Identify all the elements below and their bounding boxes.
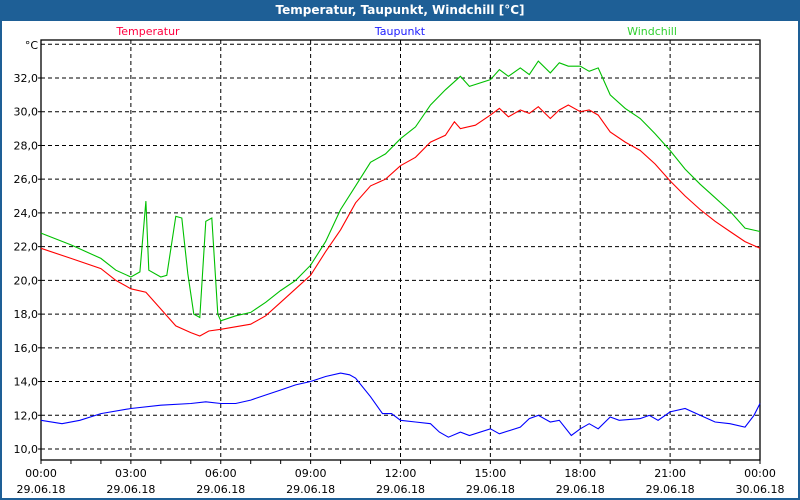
line-chart: 10,0 12,0 14,0 16,0 18,0 20,0 22,0 24,0 26,0 28,0…: [14, 25, 785, 496]
series-line-taupunkt: [40, 372, 761, 438]
x-tick-time-label: 00:00: [744, 467, 776, 480]
legend-temperatur: Temperatur: [115, 25, 180, 38]
y-tick-label: 32,0: [14, 72, 39, 85]
y-axis-unit-label: °C: [25, 39, 39, 52]
x-tick-time-label: 21:00: [654, 467, 686, 480]
x-tick-date-label: 29.06.18: [286, 483, 335, 496]
y-tick-label: 22,0: [14, 241, 39, 254]
x-tick-date-label: 29.06.18: [196, 483, 245, 496]
x-tick-time-label: 09:00: [295, 467, 327, 480]
x-tick-date-label: 29.06.18: [556, 483, 605, 496]
y-tick-label: 24,0: [14, 207, 39, 220]
x-tick-date-label: 29.06.18: [646, 483, 695, 496]
window-title: Temperatur, Taupunkt, Windchill [°C]: [275, 3, 525, 17]
x-tick-date-label: 29.06.18: [466, 483, 515, 496]
x-tick-time-label: 12:00: [385, 467, 417, 480]
x-tick-time-label: 06:00: [205, 467, 237, 480]
x-tick-time-label: 00:00: [25, 467, 57, 480]
x-tick-date-label: 30.06.18: [736, 483, 785, 496]
series-line-temperatur: [40, 104, 761, 337]
y-tick-label: 18,0: [14, 308, 39, 321]
x-tick-date-label: 29.06.18: [376, 483, 425, 496]
x-tick-time-label: 03:00: [115, 467, 147, 480]
legend-windchill: Windchill: [627, 25, 677, 38]
x-tick-date-label: 29.06.18: [17, 483, 66, 496]
x-tick-time-label: 18:00: [564, 467, 596, 480]
y-tick-label: 10,0: [14, 443, 39, 456]
chart-panel: 10,0 12,0 14,0 16,0 18,0 20,0 22,0 24,0 26,0 28,0…: [2, 21, 798, 498]
legend-taupunkt: Taupunkt: [374, 25, 426, 38]
y-tick-label: 16,0: [14, 342, 39, 355]
x-tick-date-label: 29.06.18: [106, 483, 155, 496]
y-tick-label: 20,0: [14, 274, 39, 287]
series-line-windchill: [40, 60, 761, 322]
y-tick-label: 12,0: [14, 409, 39, 422]
x-tick-time-label: 15:00: [475, 467, 507, 480]
y-tick-label: 30,0: [14, 106, 39, 119]
y-tick-label: 26,0: [14, 173, 39, 186]
y-tick-label: 14,0: [14, 376, 39, 389]
y-tick-label: 28,0: [14, 139, 39, 152]
